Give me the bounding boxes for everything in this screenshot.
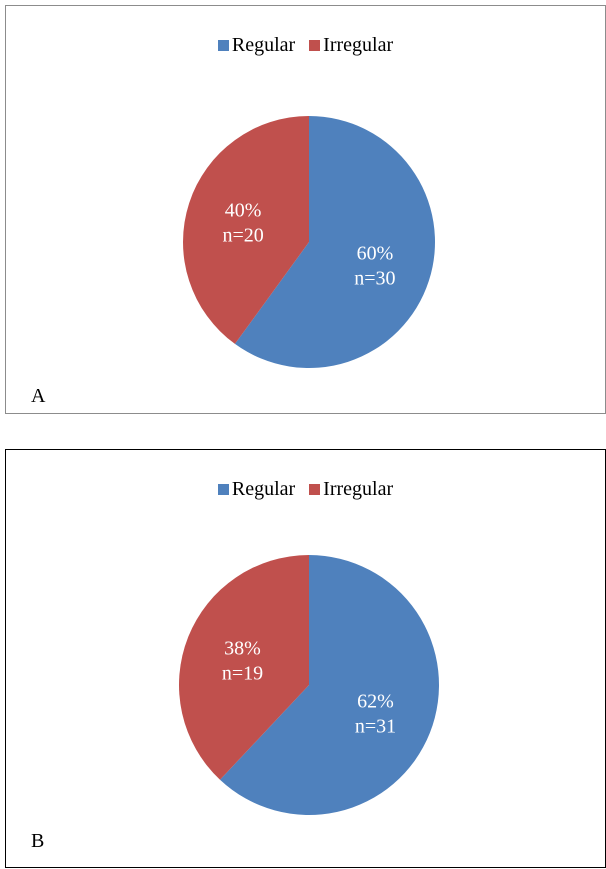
data-label-percent: 40% [225,200,262,222]
data-label-count: n=19 [222,663,263,685]
legend-label-irregular: Irregular [323,478,394,500]
legend-swatch-regular [217,40,229,51]
legend-entry-irregular: Irregular [309,34,393,57]
data-label-percent: 60% [357,242,394,264]
legend-swatch-irregular [309,484,321,495]
legend: Regular Irregular [6,34,605,57]
legend-swatch-irregular [309,40,321,51]
data-label-percent: 38% [224,638,261,660]
pie-slice-regular [220,555,439,815]
data-label-count: n=20 [222,225,263,247]
legend-swatch-regular [217,484,229,495]
legend-entry-irregular: Irregular [309,478,393,501]
chart-panel-a: Regular Irregular 60% n=30 40% n=20 A [5,5,606,414]
pie-slice-regular [234,116,436,368]
pie-chart: 62% n=31 38% n=19 [179,555,439,815]
data-label-count: n=31 [355,715,396,737]
data-label-count: n=30 [354,267,395,289]
legend-label-irregular: Irregular [323,34,394,56]
legend-entry-regular: Regular [217,478,296,501]
pie-slice-irregular [179,555,309,780]
panel-label: A [31,385,46,407]
legend-entry-regular: Regular [217,34,296,57]
legend-label-regular: Regular [231,478,296,500]
chart-panel-b: Regular Irregular 62% n=31 38% n=19 B [5,449,606,868]
legend: Regular Irregular [6,478,605,501]
panel-label: B [31,830,45,852]
legend-label-regular: Regular [231,34,296,56]
data-label-percent: 62% [357,690,394,712]
pie-slice-irregular [183,116,309,344]
pie-chart: 60% n=30 40% n=20 [183,116,436,368]
